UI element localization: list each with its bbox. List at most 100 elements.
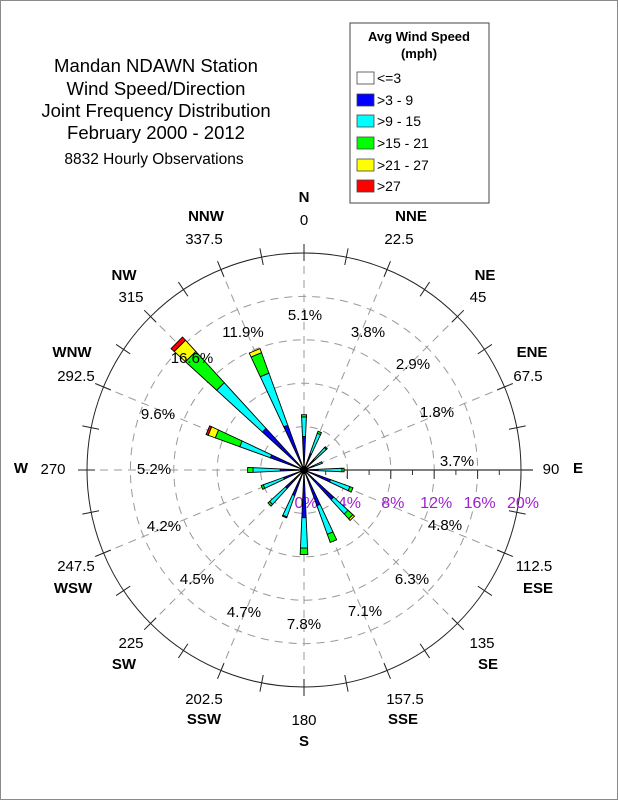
direction-percent-n: 5.1% (288, 307, 322, 324)
direction-percent-ese: 4.8% (428, 517, 462, 534)
outer-tick (115, 344, 131, 355)
direction-name-nw: NW (112, 267, 138, 284)
direction-degrees-sw: 225 (118, 635, 143, 652)
center-dot (300, 466, 308, 474)
outer-tick (178, 281, 189, 297)
direction-name-n: N (299, 189, 310, 206)
direction-name-s: S (299, 733, 309, 750)
direction-percent-e: 3.7% (440, 453, 474, 470)
direction-name-sse: SSE (388, 711, 418, 728)
legend-box (349, 22, 490, 204)
direction-percent-ne: 2.9% (396, 356, 430, 373)
outer-tick (496, 549, 513, 557)
outer-tick (477, 585, 493, 596)
title-line-1: Mandan NDAWN Station (54, 55, 258, 76)
direction-name-ene: ENE (517, 344, 548, 361)
subtitle: 8832 Hourly Observations (64, 151, 243, 168)
direction-percent-sse: 7.1% (348, 603, 382, 620)
legend-swatch (356, 158, 375, 172)
petal-segment-wnw (239, 440, 273, 459)
direction-degrees-nne: 22.5 (384, 231, 413, 248)
petal-segment-se (348, 514, 356, 522)
title-line-4: February 2000 - 2012 (67, 122, 245, 143)
outer-tick (451, 617, 465, 631)
radial-axis-tick-label: 8% (381, 495, 404, 512)
petal-segment-nw (261, 427, 305, 471)
petal-segment-w (247, 466, 254, 474)
outer-tick (383, 662, 391, 679)
petal-segment-wnw (214, 429, 243, 448)
petal-segment-wsw (260, 484, 266, 490)
direction-percent-nne: 3.8% (351, 324, 385, 341)
radial-gridline (303, 386, 505, 471)
direction-name-wnw: WNW (52, 344, 92, 361)
outer-tick (383, 261, 391, 278)
petal-segment-nw (216, 382, 267, 433)
direction-degrees-ese: 112.5 (516, 558, 552, 575)
legend-title: Avg Wind Speed (368, 29, 470, 44)
outer-tick (477, 344, 493, 355)
direction-degrees-wnw: 292.5 (57, 368, 95, 385)
petal-segment-wsw (262, 476, 285, 490)
direction-degrees-n: 0 (300, 212, 308, 229)
direction-percent-wnw: 9.6% (141, 406, 175, 423)
outer-tick (143, 309, 157, 323)
direction-name-w: W (14, 460, 29, 477)
direction-percent-wsw: 4.2% (147, 518, 181, 535)
direction-degrees-nnw: 337.5 (185, 231, 223, 248)
petal-segment-sse (316, 503, 334, 535)
outer-tick (82, 510, 100, 515)
petal-segment-sse (326, 531, 338, 544)
outer-tick (344, 248, 349, 266)
direction-percent-se: 6.3% (395, 571, 429, 588)
petal-segment-n (301, 414, 307, 418)
legend-swatch (356, 114, 375, 128)
petal-segment-sw (267, 500, 274, 507)
outer-tick (451, 309, 465, 323)
petal-segment-nnw (248, 347, 263, 358)
legend-label: <=3 (377, 70, 401, 86)
petal-segment-w (252, 467, 281, 473)
direction-degrees-nw: 315 (118, 289, 143, 306)
petal-segment-ene (312, 461, 323, 468)
petal-segment-e (317, 467, 343, 473)
outer-tick (496, 383, 513, 391)
direction-name-se: SE (478, 656, 498, 673)
petal-segment-s (299, 547, 309, 555)
direction-percent-ene: 1.8% (420, 404, 454, 421)
outer-tick (259, 248, 264, 266)
legend-swatch (356, 93, 375, 107)
direction-labels: N 0 5.1% NNE 22.5 3.8% NE 45 2.9% ENE 67.5 1.8% E 90 3… (14, 189, 583, 750)
petal-segment-nne (309, 432, 322, 455)
direction-percent-w: 5.2% (137, 461, 171, 478)
outer-tick (259, 674, 264, 692)
petal-segment-s (301, 469, 307, 519)
outer-tick (508, 425, 526, 430)
direction-degrees-wsw: 247.5 (57, 558, 95, 575)
direction-name-wsw: WSW (54, 580, 93, 597)
chart-title: Mandan NDAWN Station Wind Speed/Directio… (41, 55, 270, 168)
outer-tick (419, 281, 430, 297)
petal-segment-e (341, 467, 345, 473)
legend-swatch (356, 179, 375, 193)
direction-name-ese: ESE (523, 580, 553, 597)
legend-label: >27 (377, 178, 401, 194)
outer-tick (143, 617, 157, 631)
petal-segment-sw (268, 486, 288, 506)
petal-segment-ne (323, 446, 328, 451)
direction-name-e: E (573, 460, 583, 477)
radial-axis-tick-label: 12% (420, 495, 452, 512)
outer-tick (217, 261, 225, 278)
direction-percent-sw: 4.5% (180, 571, 214, 588)
radial-axis-tick-label: 16% (464, 495, 496, 512)
outer-tick (178, 643, 189, 659)
radial-axis-tick-label: 20% (507, 495, 539, 512)
petal-segment-nnw (259, 372, 289, 428)
direction-degrees-ssw: 202.5 (185, 691, 223, 708)
petal-segment-ssw (282, 493, 296, 518)
outer-tick (217, 662, 225, 679)
direction-degrees-ne: 45 (470, 289, 487, 306)
petal-segment-n (301, 416, 307, 437)
